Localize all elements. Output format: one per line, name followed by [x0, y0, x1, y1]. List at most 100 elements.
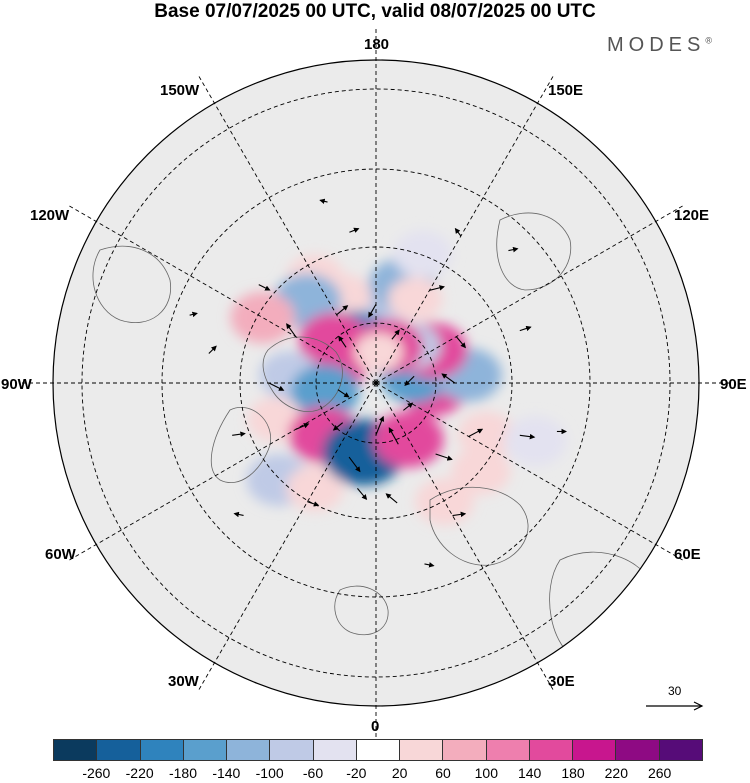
- lon-label-120w: 120W: [30, 207, 70, 224]
- positive-anomaly-cell: [387, 277, 443, 321]
- wind-arrow: [435, 453, 453, 461]
- wind-arrow: [332, 422, 344, 431]
- positive-anomaly-cell: [457, 411, 516, 458]
- colorbar-segment: [486, 740, 530, 760]
- colorbar-segment: [400, 740, 444, 760]
- colorbar-segment: [227, 740, 271, 760]
- colorbar-tick-label: 20: [391, 765, 408, 781]
- colorbar-tick-label: -60: [302, 765, 324, 781]
- wind-arrow: [319, 198, 328, 205]
- registered-mark: ®: [705, 35, 712, 46]
- lon-label-30e: 30E: [548, 673, 575, 690]
- wind-arrow: [424, 562, 435, 568]
- lon-label-180: 180: [364, 36, 390, 53]
- lon-label-150w: 150W: [160, 82, 200, 99]
- colorbar-tick-label: 100: [474, 765, 499, 781]
- colorbar-tick-label: 220: [604, 765, 629, 781]
- wind-arrow: [348, 456, 361, 473]
- wind-arrow: [519, 433, 536, 440]
- wind-arrow: [385, 493, 398, 504]
- wind-arrow: [388, 427, 399, 445]
- colorbar-segment: [54, 740, 98, 760]
- wind-arrow: [286, 323, 297, 337]
- wind-vector-field: [189, 198, 568, 568]
- colorbar-segment: [659, 740, 702, 760]
- lon-label-90e: 90E: [720, 376, 747, 393]
- meridian-line: [375, 73, 555, 384]
- colorbar-tick-label: -20: [346, 765, 367, 781]
- wind-arrow: [508, 246, 519, 253]
- map-border: [52, 59, 700, 707]
- modes-logo: MODES®: [607, 34, 712, 57]
- lon-label-60e: 60E: [674, 546, 701, 563]
- colorbar-tick-label: 180: [561, 765, 585, 781]
- colorbar-segment: [140, 740, 184, 760]
- colorbar-tick-label: 260: [647, 765, 672, 781]
- colorbar-segment: [529, 740, 574, 760]
- meridian-line: [375, 204, 686, 384]
- negative-anomaly-cell: [393, 230, 453, 278]
- meridian-line: [375, 382, 555, 693]
- colorbar-segment: [616, 740, 660, 760]
- wind-arrow: [455, 336, 466, 349]
- wind-arrow: [258, 284, 271, 291]
- meridian-line: [375, 382, 686, 562]
- meridian-lines: [19, 26, 733, 740]
- colorbar-tick-label: -260: [82, 765, 111, 781]
- negative-anomaly-cell: [504, 416, 567, 466]
- colorbar-segment: [443, 740, 487, 760]
- wind-arrow: [441, 373, 456, 384]
- wind-arrow: [295, 423, 310, 430]
- wind-arrow: [233, 511, 244, 518]
- wind-arrow: [452, 511, 467, 518]
- wind-arrow: [454, 227, 462, 237]
- colorbar-tick-label: -220: [125, 765, 154, 781]
- wind-arrow: [368, 303, 377, 318]
- lon-label-30w: 30W: [168, 673, 199, 690]
- wind-arrow: [336, 305, 349, 316]
- lon-label-120e: 120E: [674, 207, 710, 224]
- wind-arrow: [356, 488, 368, 501]
- wind-arrow: [391, 329, 400, 340]
- colorbar: [53, 739, 703, 761]
- wind-arrow: [349, 227, 360, 233]
- brand-name: MODES: [607, 34, 706, 56]
- colorbar-segment: [270, 740, 314, 760]
- positive-anomaly-cell: [354, 332, 404, 372]
- meridian-line: [197, 73, 377, 384]
- lon-label-0: 0: [371, 718, 380, 735]
- colorbar-tick-label: -140: [212, 765, 241, 781]
- colorbar-segment: [183, 740, 228, 760]
- meridian-line: [197, 382, 377, 693]
- wind-arrow: [208, 345, 217, 354]
- lon-label-90w: 90W: [1, 376, 32, 393]
- colorbar-tick-label: -180: [168, 765, 198, 781]
- positive-anomaly-cell: [230, 291, 295, 344]
- wind-arrow: [337, 389, 350, 398]
- wind-arrow: [375, 415, 385, 436]
- wind-arrow: [519, 325, 532, 332]
- colorbar-tick-label: 60: [435, 765, 451, 781]
- lon-label-150e: 150E: [548, 82, 584, 99]
- wind-arrow: [429, 285, 445, 291]
- colorbar-segment: [313, 740, 357, 760]
- positive-anomaly-cell: [451, 447, 511, 495]
- wind-arrow: [307, 501, 320, 507]
- meridian-line: [66, 382, 377, 562]
- map-title: Base 07/07/2025 00 UTC, valid 08/07/2025…: [154, 1, 596, 22]
- wind-arrow: [232, 431, 246, 437]
- wind-arrow: [404, 375, 415, 387]
- wind-arrow: [189, 311, 198, 318]
- wind-arrow: [468, 428, 484, 437]
- meridian-line: [66, 204, 377, 384]
- wind-arrow: [268, 382, 285, 391]
- wind-arrow: [338, 335, 347, 348]
- lon-label-60w: 60W: [45, 546, 76, 563]
- colorbar-tick-label: -100: [255, 765, 284, 781]
- colorbar-segment: [97, 740, 141, 760]
- wind-scale-label: 30: [668, 684, 682, 698]
- wind-arrow: [403, 402, 414, 411]
- arrow-right-icon: [646, 701, 704, 711]
- colorbar-segment: [573, 740, 617, 760]
